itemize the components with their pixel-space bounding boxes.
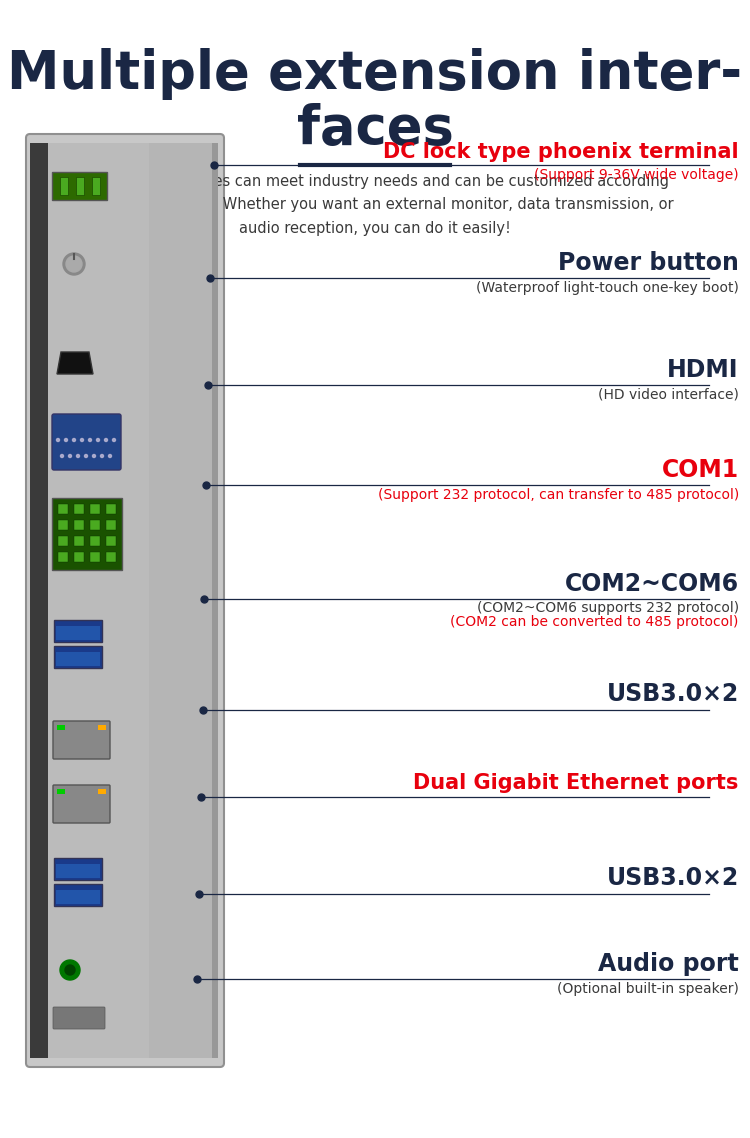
Bar [48,143,148,1058]
Bar [56,626,100,640]
Bar [106,536,116,546]
Circle shape [56,438,59,442]
Bar [54,620,102,642]
Bar [90,520,100,530]
Text: (Optional built-in speaker): (Optional built-in speaker) [556,982,739,996]
Bar [56,864,100,879]
Circle shape [63,253,85,275]
Text: Multiple extension inter-: Multiple extension inter- [8,48,742,100]
Bar [76,178,84,195]
Bar [58,536,68,546]
FancyBboxPatch shape [53,785,110,823]
Bar [98,789,106,794]
Bar [90,504,100,514]
Text: (COM2 can be converted to 485 protocol): (COM2 can be converted to 485 protocol) [450,615,739,628]
Text: Power button: Power button [558,250,739,274]
Bar [54,858,102,880]
Bar [74,504,84,514]
Text: faces: faces [296,102,454,155]
Circle shape [73,438,76,442]
Text: COM2~COM6: COM2~COM6 [565,571,739,595]
Bar [58,520,68,530]
Circle shape [66,256,82,272]
Bar [52,172,107,200]
Circle shape [60,960,80,980]
Circle shape [76,454,80,457]
FancyBboxPatch shape [53,721,110,759]
Circle shape [88,438,92,442]
Circle shape [112,438,116,442]
Text: Dual Gigabit Ethernet ports: Dual Gigabit Ethernet ports [413,773,739,792]
Bar [74,536,84,546]
Text: USB3.0×2: USB3.0×2 [607,682,739,706]
Bar [106,520,116,530]
Bar [48,143,216,1058]
Bar [56,890,100,904]
Text: (Support 9-36V wide voltage): (Support 9-36V wide voltage) [534,168,739,182]
Bar [58,504,68,514]
Text: USB3.0×2: USB3.0×2 [607,866,739,890]
Polygon shape [57,352,93,374]
Text: (Support 232 protocol, can transfer to 485 protocol): (Support 232 protocol, can transfer to 4… [377,488,739,502]
Bar [106,504,116,514]
Bar [56,652,100,666]
Text: (HD video interface): (HD video interface) [598,388,739,402]
Bar [98,725,106,729]
Bar [57,789,65,794]
Text: Audio port: Audio port [598,951,739,975]
Text: (Waterproof light-touch one-key boot): (Waterproof light-touch one-key boot) [476,281,739,295]
Bar [212,143,218,1058]
Circle shape [64,438,68,442]
Bar [57,725,65,729]
Bar [54,646,102,668]
Circle shape [61,454,64,457]
Text: HDMI: HDMI [668,357,739,381]
Text: Abundant interfaces can meet industry needs and can be customized according
to c: Abundant interfaces can meet industry ne… [76,174,674,236]
Bar [54,884,102,906]
Circle shape [85,454,88,457]
Circle shape [97,438,100,442]
Circle shape [104,438,107,442]
Text: COM1: COM1 [662,457,739,481]
Circle shape [100,454,104,457]
Circle shape [92,454,95,457]
Bar [30,143,48,1058]
Bar [52,498,122,570]
Bar [90,552,100,562]
FancyBboxPatch shape [52,414,121,470]
Circle shape [65,965,75,975]
Bar [60,178,68,195]
Circle shape [68,454,71,457]
Text: (COM2~COM6 supports 232 protocol): (COM2~COM6 supports 232 protocol) [477,601,739,615]
Circle shape [109,454,112,457]
FancyBboxPatch shape [53,1007,105,1029]
Bar [92,178,100,195]
Bar [74,552,84,562]
Bar [90,536,100,546]
Bar [74,520,84,530]
FancyBboxPatch shape [26,134,224,1067]
Text: DC lock type phoenix terminal: DC lock type phoenix terminal [383,142,739,162]
Bar [58,552,68,562]
Circle shape [80,438,83,442]
Bar [106,552,116,562]
